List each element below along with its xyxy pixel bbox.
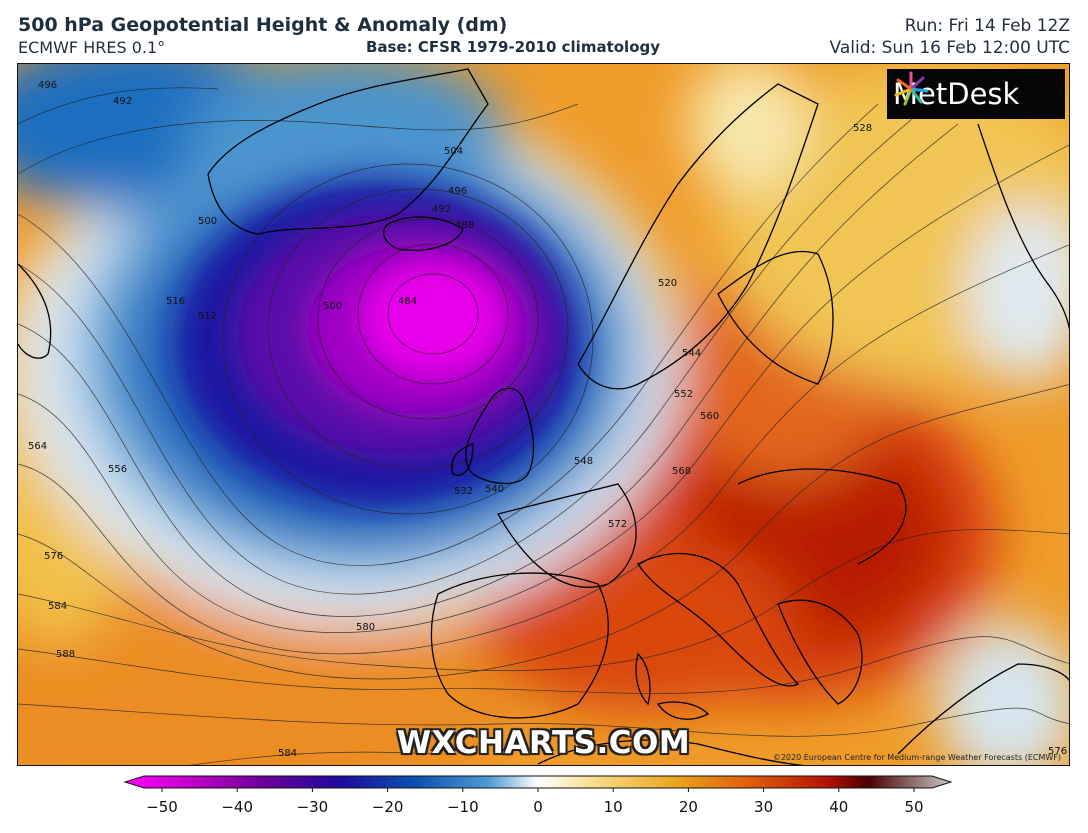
contour-label: 512 [198,311,217,322]
valid-time-label: Valid: Sun 16 Feb 12:00 UTC [829,38,1070,58]
contour-label: 584 [278,748,297,759]
contour-label: 532 [454,486,473,497]
colorbar-tick-label: 50 [904,798,923,816]
contour-label: 540 [485,484,504,495]
height-contours [18,87,1069,765]
contour-label: 496 [38,80,57,91]
contour-label: 492 [432,204,451,215]
colorbar-tick-label: −30 [297,798,329,816]
contour-label: 576 [44,551,63,562]
contour-label: 484 [398,296,417,307]
contour-label: 584 [48,601,67,612]
contour-label: 556 [108,464,127,475]
contour-label: 552 [674,389,693,400]
contour-label: 544 [682,348,701,359]
contour-label: 504 [444,146,463,157]
chart-title: 500 hPa Geopotential Height & Anomaly (d… [18,14,508,36]
metdesk-logo: MetDesk [887,69,1065,119]
map-canvas: 496 492 504 496 492 488 500 516 512 500 … [18,64,1069,765]
contour-label: 500 [323,301,342,312]
run-time-label: Run: Fri 14 Feb 12Z [904,16,1070,36]
contour-label: 488 [455,220,474,231]
model-label: ECMWF HRES 0.1° [18,38,166,57]
contour-label: 496 [448,186,467,197]
colorbar-ramp [123,775,953,789]
colorbar-ticks: −50 −40 −30 −20 −10 0 10 20 30 40 50 [146,788,924,816]
contour-label: 568 [672,466,691,477]
contour-labels: 496 492 504 496 492 488 500 516 512 500 … [28,80,1067,759]
colorbar-tick-label: 30 [754,798,773,816]
contour-label: 580 [356,622,375,633]
metdesk-star-icon [894,71,929,106]
contour-label: 492 [113,96,132,107]
contour-label: 572 [608,519,627,530]
colorbar-tick-label: −50 [146,798,178,816]
contour-label: 560 [700,411,719,422]
contour-label: 520 [658,278,677,289]
colorbar-tick-label: 0 [533,798,543,816]
contour-label: 588 [56,649,75,660]
colorbar-tick-label: 10 [604,798,623,816]
colorbar-tick-label: −40 [221,798,253,816]
climatology-base-label: Base: CFSR 1979-2010 climatology [366,38,661,56]
colorbar-tick-label: −10 [447,798,479,816]
coastlines [18,68,1069,765]
colorbar-tick-label: −20 [372,798,404,816]
contour-label: 500 [198,216,217,227]
copyright-notice: ©2020 European Centre for Medium-range W… [772,753,1061,762]
contour-label: 548 [574,456,593,467]
colorbar-legend: −50 −40 −30 −20 −10 0 10 20 30 40 50 [123,775,953,816]
anomaly-map[interactable]: 496 492 504 496 492 488 500 516 512 500 … [17,63,1070,766]
colorbar-tick-label: 20 [679,798,698,816]
colorbar-tick-label: 40 [829,798,848,816]
contour-label: 528 [853,123,872,134]
contour-label: 576 [1048,746,1067,757]
contour-label: 516 [166,296,185,307]
contour-label: 564 [28,441,47,452]
wxcharts-watermark: WXCHARTS.COM [396,725,691,761]
